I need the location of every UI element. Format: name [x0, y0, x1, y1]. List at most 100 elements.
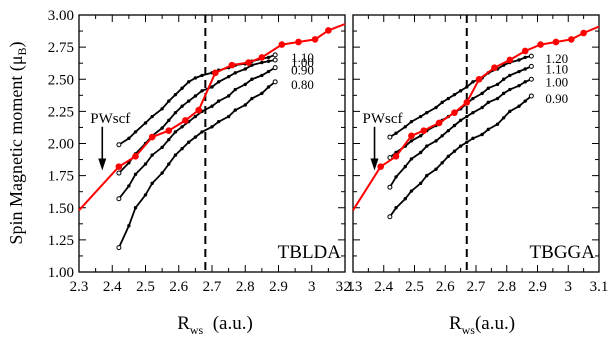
series-endpoint	[387, 214, 393, 220]
red-series-point	[228, 61, 236, 69]
red-series-point	[463, 99, 471, 106]
series-point	[486, 100, 490, 105]
series-point	[133, 130, 138, 134]
y-axis-label-main: Spin Magnetic moment (μ	[6, 55, 27, 244]
red-series-point	[258, 54, 266, 61]
series-point	[425, 173, 429, 178]
series-point	[226, 114, 231, 119]
series-point	[486, 127, 490, 132]
series-point	[517, 69, 521, 74]
x-tick-label: 2.5	[405, 279, 424, 295]
y-tick-label: 2.50	[48, 72, 74, 88]
red-series-point	[115, 163, 123, 170]
series-endpoint	[528, 76, 534, 82]
y-axis-label-close: )	[6, 41, 27, 47]
series-point	[495, 122, 500, 126]
series-point	[216, 80, 221, 84]
series-point	[233, 87, 237, 92]
series-point	[187, 99, 191, 103]
series-point	[250, 77, 254, 81]
series-point	[458, 144, 463, 148]
series-point	[180, 146, 184, 151]
red-series-line	[78, 23, 346, 211]
series-endpoint	[387, 184, 393, 190]
x-tick-label: 2.9	[269, 279, 288, 295]
series-endpoint	[116, 142, 122, 148]
red-series-point	[132, 153, 139, 160]
series-endpoint	[272, 57, 278, 63]
red-series-point	[295, 38, 302, 46]
series-point	[233, 108, 237, 112]
series-point	[226, 74, 231, 79]
tblda-panel: 2.3 2.4 2.5 2.6 2.7 2.8 2.9 3 3.1 1.00 1.25 1.50 1.7…	[48, 8, 355, 295]
series-point	[440, 134, 444, 138]
series-point	[508, 87, 512, 92]
red-series-point	[245, 59, 252, 66]
red-series-point	[420, 127, 428, 134]
series-point	[403, 125, 407, 129]
series-point	[517, 58, 521, 62]
series-point	[409, 189, 414, 193]
series-point	[260, 73, 264, 78]
series-point	[480, 105, 484, 110]
series-point	[243, 67, 247, 71]
red-series-point	[148, 133, 156, 141]
series-label: 1.10	[291, 50, 314, 65]
series-point	[458, 118, 463, 123]
red-series-point	[521, 47, 529, 55]
x-tick-label: 2.4	[374, 279, 393, 295]
series-point	[167, 118, 171, 123]
series-point	[523, 55, 527, 60]
x-tick-label: 3	[308, 279, 316, 295]
series-point	[486, 86, 490, 90]
series-point	[403, 197, 407, 201]
series-point	[173, 130, 178, 134]
series-point	[260, 60, 264, 65]
x-axis-label-tbgga: Rws(a.u.)	[449, 313, 515, 337]
series-point	[150, 153, 154, 157]
series-point	[127, 224, 131, 228]
series-point	[495, 82, 500, 87]
series-point	[452, 123, 457, 128]
series-line-0.90	[389, 95, 532, 218]
red-series-point	[537, 41, 544, 48]
series-point	[180, 125, 184, 129]
pwscf-label: PWscf	[90, 111, 130, 127]
series-point	[440, 100, 444, 105]
red-series-point	[435, 119, 443, 127]
y-tick-label: 3.00	[48, 8, 74, 24]
series-point	[458, 89, 463, 93]
x-axis-label-tblda-sub: ws	[190, 323, 204, 337]
series-endpoint	[272, 52, 278, 58]
series-point	[193, 76, 198, 80]
series-label: 0.90	[545, 91, 568, 106]
series-point	[523, 67, 527, 71]
series-point	[517, 83, 521, 88]
series-point	[127, 136, 131, 141]
series-point	[200, 73, 204, 78]
x-tick-label: 2.9	[528, 279, 547, 295]
series-label: 0.90	[291, 63, 314, 78]
series-point	[173, 92, 178, 97]
series-point	[200, 130, 204, 134]
series-point	[434, 139, 438, 143]
series-point	[523, 80, 527, 84]
series-point	[508, 109, 512, 114]
red-series-point	[580, 29, 587, 37]
series-point	[226, 94, 231, 98]
series-point	[394, 131, 398, 135]
series-point	[434, 105, 438, 110]
series-point	[480, 132, 484, 137]
series-point	[418, 114, 423, 119]
series-label: 0.80	[291, 77, 314, 92]
y-tick-label: 1.00	[48, 265, 74, 281]
red-series-point	[451, 109, 458, 116]
series-point	[260, 91, 264, 96]
series-point	[517, 104, 521, 108]
series-label: 1.10	[545, 61, 568, 76]
series-point	[243, 103, 247, 107]
series-point	[210, 104, 214, 108]
series-point	[200, 89, 204, 93]
x-tick-label: 2.6	[436, 279, 455, 295]
series-point	[523, 99, 527, 103]
